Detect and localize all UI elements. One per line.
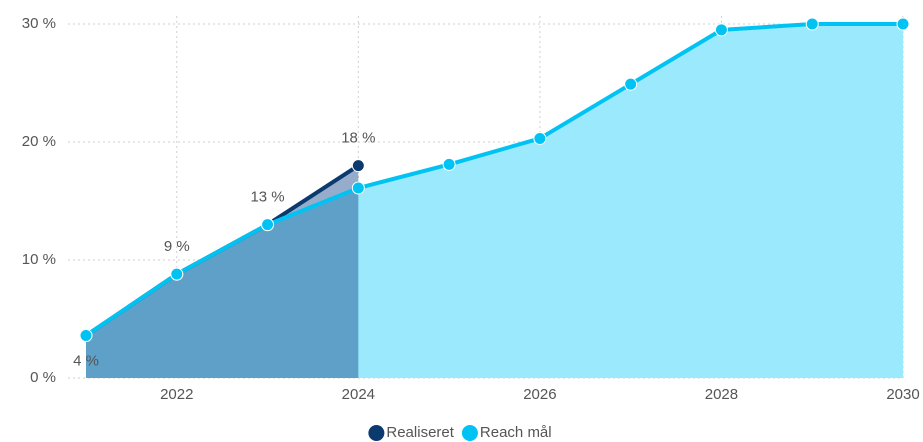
point (442, 157, 456, 171)
point (533, 131, 547, 145)
legend-label: Reach mål (480, 424, 552, 441)
x-tick-label: 2030 (886, 386, 919, 403)
point (261, 218, 275, 232)
legend-marker (461, 425, 478, 441)
x-tick-label: 2024 (342, 386, 375, 403)
point (805, 17, 819, 31)
legend: Realiseret Reach mål (368, 424, 552, 441)
x-tick-label: 2026 (523, 386, 556, 403)
area (86, 165, 359, 378)
y-tick-label: 10 % (22, 251, 56, 268)
y-tick-label: 20 % (22, 133, 56, 150)
data-label: 13 % (250, 189, 284, 206)
point (351, 159, 365, 173)
point (79, 329, 93, 343)
data-label: 9 % (164, 238, 190, 255)
area (86, 24, 903, 378)
data-label: 18 % (341, 130, 375, 147)
line (84, 22, 903, 338)
point (624, 77, 638, 91)
point (896, 17, 910, 31)
data-label: 4 % (73, 352, 99, 369)
point (170, 267, 184, 281)
point (714, 23, 728, 37)
x-tick-label: 2028 (705, 386, 738, 403)
legend-label: Realiseret (386, 424, 454, 441)
x-tick-label: 2022 (160, 386, 193, 403)
point (351, 181, 365, 195)
y-tick-label: 0 % (30, 369, 56, 386)
legend-marker (368, 425, 385, 441)
y-tick-label: 30 % (22, 15, 56, 32)
